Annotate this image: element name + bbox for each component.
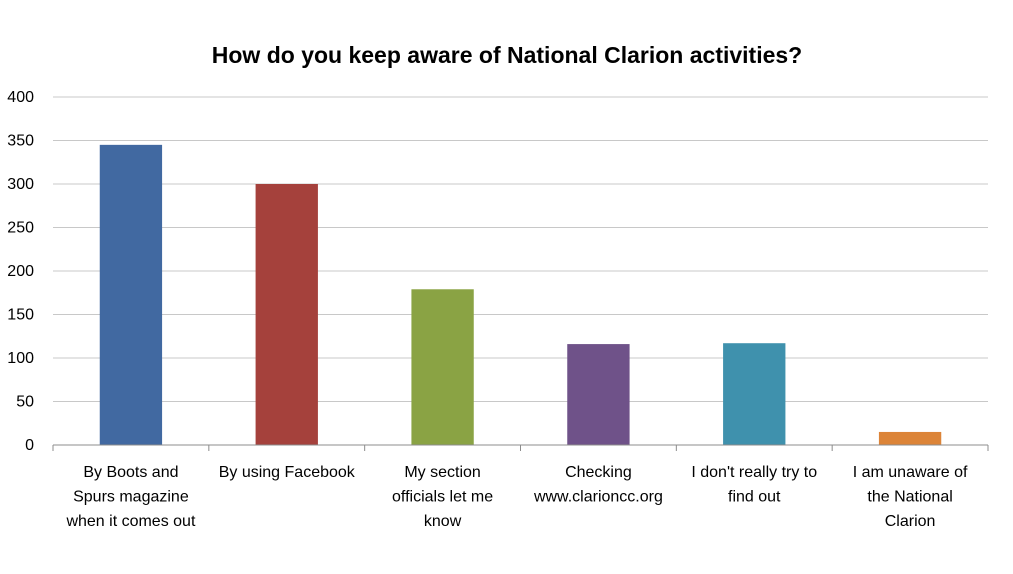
bars	[99, 144, 942, 445]
category-label-5-line-2: find out	[728, 489, 781, 506]
category-label-1: By Boots and Spurs magazine when it comes …	[65, 464, 196, 530]
y-tick-label-50: 50	[16, 394, 34, 411]
category-label-6-line-1: I am unaware of	[853, 464, 968, 481]
gridlines	[53, 96, 988, 402]
category-label-4: Checking www.clarioncc.org	[533, 464, 663, 506]
bar-2	[255, 184, 318, 445]
bar-5	[723, 343, 786, 445]
chart-title: How do you keep aware of National Clario…	[212, 42, 802, 68]
category-label-2: By using Facebook	[219, 464, 356, 481]
category-label-6: I am unaware of the National Clarion	[853, 464, 968, 530]
category-label-3-line-3: know	[424, 513, 462, 530]
category-label-3-line-2: officials let me	[392, 489, 493, 506]
y-axis-tick-labels: 0 50 100 150 200 250 300 350 400	[7, 89, 34, 454]
bar-3	[411, 289, 474, 445]
bar-4	[567, 344, 630, 445]
x-axis	[52, 444, 989, 451]
category-label-4-line-1: Checking	[565, 464, 632, 481]
category-label-6-line-3: Clarion	[885, 513, 936, 530]
x-axis-category-labels: By Boots and Spurs magazine when it comes …	[65, 464, 968, 530]
category-label-1-line-2: Spurs magazine	[73, 489, 189, 506]
y-tick-label-0: 0	[25, 437, 34, 454]
bar-6	[878, 431, 942, 445]
y-tick-label-400: 400	[7, 89, 34, 106]
category-label-5-line-1: I don't really try to	[691, 464, 817, 481]
category-label-3: My section officials let me know	[392, 464, 493, 530]
y-tick-label-100: 100	[7, 350, 34, 367]
category-label-4-line-2: www.clarioncc.org	[533, 489, 663, 506]
category-label-3-line-1: My section	[404, 464, 480, 481]
y-tick-label-200: 200	[7, 263, 34, 280]
y-tick-label-250: 250	[7, 220, 34, 237]
category-label-2-line-1: By using Facebook	[219, 464, 356, 481]
category-label-1-line-3: when it comes out	[65, 513, 196, 530]
category-label-5: I don't really try to find out	[691, 464, 817, 506]
y-tick-label-150: 150	[7, 307, 34, 324]
bar-1	[99, 144, 163, 445]
y-tick-label-300: 300	[7, 176, 34, 193]
y-tick-label-350: 350	[7, 133, 34, 150]
category-label-6-line-2: the National	[867, 489, 952, 506]
category-label-1-line-1: By Boots and	[83, 464, 178, 481]
